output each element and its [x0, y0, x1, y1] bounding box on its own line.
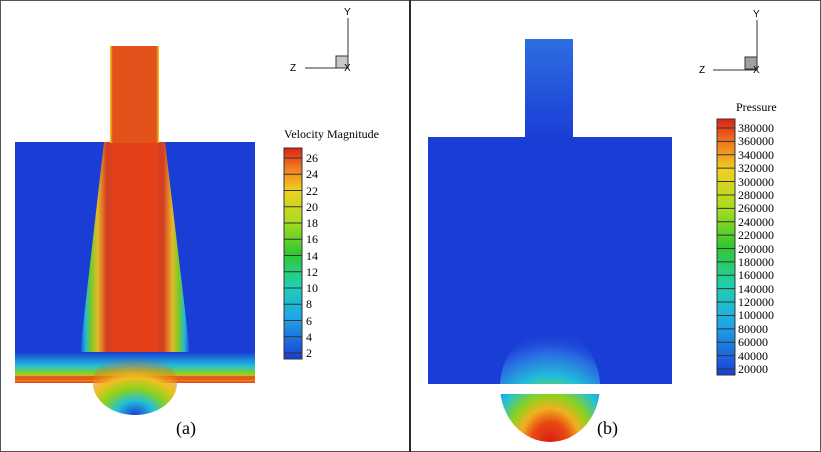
panel_b-legend-tick-4: 300000 [738, 174, 774, 189]
pressure-y-axis-label: Y [753, 9, 760, 20]
velocity-y-axis-label: Y [344, 7, 351, 18]
velocity-z-axis-label: Z [290, 63, 297, 74]
panel_a-legend-tick-2: 22 [306, 183, 318, 198]
pressure-z-axis-label: Z [699, 65, 706, 76]
panel-pressure: Y Z X Pressure 380000 360000 340000 320000 3… [411, 0, 821, 452]
panel-velocity: Y Z X Velocity Magnitude 26 24 22 20 18 16 14 1… [0, 0, 409, 452]
panel_b-legend-tick-0: 380000 [738, 121, 774, 135]
panel_a-legend-tick-6: 14 [306, 248, 318, 263]
panel_a-legend-tick-3: 20 [306, 199, 318, 214]
panel_b-legend-tick-7: 240000 [738, 214, 774, 229]
panel_b-legend-tick-1: 360000 [738, 134, 774, 149]
velocity-jet-core [112, 142, 158, 357]
panel-divider [409, 0, 411, 452]
velocity-axis-triad [305, 18, 349, 69]
panel_a-legend-tick-8: 10 [306, 281, 318, 295]
panel_b-legend-tick-16: 60000 [738, 335, 768, 350]
panel_b-legend-tick-8: 220000 [738, 228, 774, 243]
panel_b-legend-tick-9: 200000 [738, 241, 774, 256]
panel_b-legend-tick-12: 140000 [738, 281, 774, 296]
panel_a-legend-tick-4: 18 [306, 216, 318, 230]
panel_a-legend-tick-11: 4 [306, 329, 312, 344]
pressure-nozzle [525, 39, 573, 139]
panel_b-legend-tick-10: 180000 [738, 254, 774, 269]
panel_a-legend-tick-12: 2 [306, 346, 312, 360]
velocity-contour-plot [15, 18, 349, 415]
panel_b-legend-tick-5: 280000 [738, 187, 774, 202]
velocity-x-axis-label: X [344, 63, 351, 74]
pressure-axis-triad [713, 20, 758, 71]
panel_a-legend-tick-5: 16 [306, 232, 318, 247]
pressure-x-axis-label: X [753, 65, 760, 76]
velocity-colorbar [283, 147, 303, 360]
panel_a-legend-tick-10: 6 [306, 313, 312, 328]
pressure-contour-plot [428, 20, 758, 442]
panel_b-legend-tick-13: 120000 [738, 295, 774, 310]
pressure-caption: (b) [597, 418, 618, 438]
pressure-legend-title: Pressure [736, 100, 777, 114]
panel_a-legend-tick-9: 8 [306, 297, 312, 312]
panel_b-legend-tick-6: 260000 [738, 201, 774, 216]
panel_b-legend-tick-17: 40000 [738, 348, 768, 363]
panel_b-legend-tick-11: 160000 [738, 268, 774, 283]
panel_a-legend-tick-1: 24 [306, 167, 318, 182]
velocity-nozzle [110, 46, 159, 143]
panel_b-legend-tick-18: 20000 [738, 362, 768, 376]
velocity-caption: (a) [176, 418, 196, 438]
panel_b-legend-tick-15: 80000 [738, 321, 768, 336]
panel_b-legend-tick-2: 340000 [738, 147, 774, 162]
panel_a-legend-tick-0: 26 [306, 151, 318, 165]
velocity-legend-title: Velocity Magnitude [284, 127, 379, 141]
pressure-colorbar [716, 118, 736, 376]
panel_b-legend-tick-3: 320000 [738, 161, 774, 176]
panel_a-legend-tick-7: 12 [306, 264, 318, 279]
velocity-stagnation-zone [93, 351, 177, 415]
panel_b-legend-tick-14: 100000 [738, 308, 774, 323]
